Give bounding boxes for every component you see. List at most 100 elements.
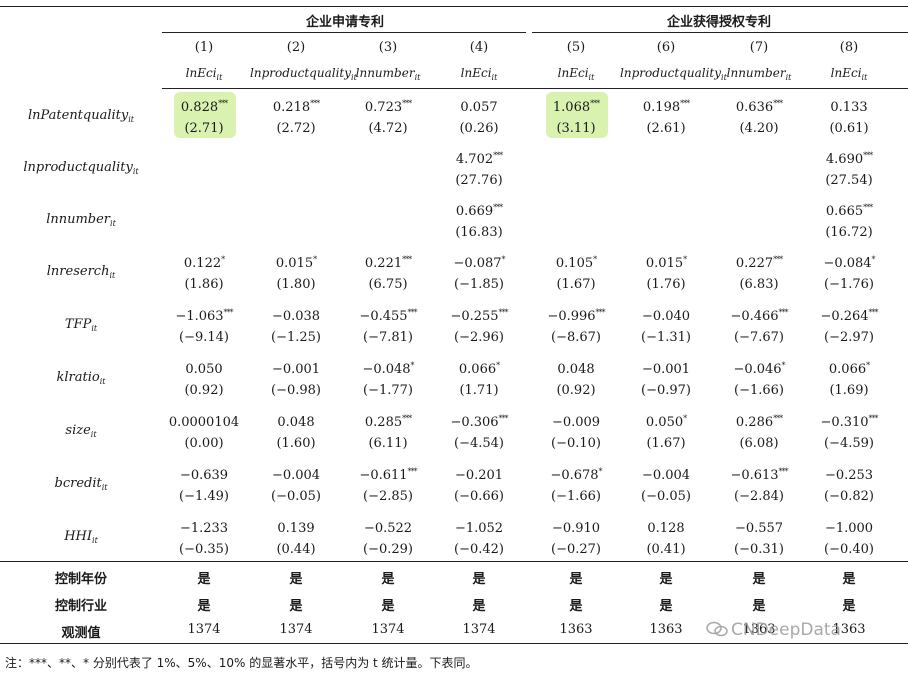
top-rule — [0, 6, 908, 7]
coefficient-value: −0.678 — [550, 468, 599, 483]
t-statistic-cell: (−0.05) — [641, 489, 691, 504]
coefficient-cell: −0.253 — [803, 464, 895, 484]
row-label-text: lnproductquality — [23, 160, 133, 175]
t-statistic-cell: (4.20) — [739, 121, 779, 136]
row-label: lnreserchit — [0, 264, 162, 284]
t-statistic-cell: (−0.35) — [179, 542, 229, 557]
significance-stars: *** — [595, 308, 606, 317]
footer-value: 是 — [289, 572, 303, 587]
t-statistic-cell: (6.75) — [368, 277, 408, 292]
coefficient-value: 0.198 — [642, 100, 681, 115]
significance-stars: *** — [868, 308, 879, 317]
watermark-text: CNDeepData — [731, 620, 841, 640]
coefficient-cell: 4.690*** — [803, 148, 895, 168]
dependent-variable-name: lnnumber — [355, 66, 415, 80]
body-rule — [0, 561, 908, 562]
coefficient-value: 0.665 — [825, 204, 864, 219]
dependent-variable-subscript: it — [861, 73, 868, 82]
watermark: CNDeepData — [706, 620, 841, 640]
coefficient-cell: −0.038 — [250, 305, 342, 325]
dependent-variable: lnnumberit — [342, 65, 434, 86]
coefficient-value: −0.201 — [454, 468, 504, 483]
significance-stars: *** — [407, 467, 418, 476]
row-label-text: lnnumber — [46, 212, 111, 227]
dependent-variable: lnEciit — [158, 65, 250, 86]
t-statistic-cell: (3.11) — [556, 121, 596, 136]
t-statistic-cell: (−1.66) — [734, 383, 784, 398]
dependent-variable: lnnumberit — [713, 65, 805, 86]
t-statistic-cell: (0.92) — [184, 383, 224, 398]
significance-stars: *** — [223, 308, 234, 317]
significance-stars: *** — [310, 99, 320, 108]
coefficient-value: −0.306 — [450, 415, 499, 430]
coefficient-cell: 0.636*** — [713, 96, 805, 116]
coefficient-value: 0.048 — [557, 362, 595, 377]
row-label-subscript: it — [110, 219, 116, 228]
coefficient-value: 0.285 — [364, 415, 403, 430]
row-label-subscript: it — [101, 483, 108, 492]
t-statistic-cell: (−1.85) — [454, 277, 504, 292]
footer-value: 是 — [752, 572, 766, 587]
footer-value: 是 — [842, 572, 856, 587]
t-statistic-cell: (−4.59) — [824, 436, 874, 451]
coefficient-cell: 0.133 — [803, 96, 895, 116]
t-statistic-cell: (−4.54) — [454, 436, 504, 451]
coefficient-value: 0.133 — [830, 100, 868, 115]
t-statistic-cell: (27.54) — [825, 173, 873, 188]
t-statistic-cell: (1.86) — [184, 277, 224, 292]
coefficient-value: 0.105 — [555, 256, 594, 271]
coefficient-value: 0.636 — [735, 100, 774, 115]
footer-value: 1363 — [742, 622, 776, 637]
t-statistic-cell: (2.61) — [646, 121, 686, 136]
coefficient-cell: −0.040 — [620, 305, 712, 325]
footer-value: 是 — [472, 599, 486, 614]
row-label-text: lnreserch — [46, 264, 110, 279]
coefficient-value: 0.286 — [735, 415, 774, 430]
column-number: (1) — [194, 40, 214, 55]
coefficient-cell: 0.128 — [620, 517, 712, 537]
t-statistic-cell: (−2.96) — [454, 330, 504, 345]
coefficient-cell: 0.218*** — [250, 96, 342, 116]
coefficient-value: 0.057 — [460, 100, 498, 115]
t-statistic-cell: (0.44) — [276, 542, 316, 557]
coefficient-value: −0.009 — [551, 415, 601, 430]
footer-value: 是 — [842, 599, 856, 614]
significance-stars: * — [593, 255, 597, 264]
coefficient-cell: 0.057 — [433, 96, 525, 116]
coefficient-value: −0.910 — [551, 521, 601, 536]
coefficient-cell: −1.000 — [803, 517, 895, 537]
significance-stars: * — [410, 361, 415, 370]
group-rule-right — [532, 32, 908, 33]
t-statistic-cell: (1.67) — [556, 277, 596, 292]
coefficient-value: −0.522 — [363, 521, 413, 536]
t-statistic-cell: (−0.29) — [363, 542, 413, 557]
t-statistic-cell: (−0.97) — [641, 383, 691, 398]
coefficient-value: −1.063 — [175, 309, 224, 324]
t-statistic-cell: (0.41) — [646, 542, 686, 557]
t-statistic-cell: (−1.66) — [551, 489, 601, 504]
coefficient-cell: −1.063*** — [158, 305, 250, 325]
significance-stars: *** — [402, 255, 412, 264]
t-statistic-cell: (−1.49) — [179, 489, 229, 504]
t-statistic-cell: (16.83) — [455, 225, 503, 240]
dependent-variable-subscript: it — [491, 73, 498, 82]
coefficient-value: 0.128 — [647, 521, 685, 536]
t-statistic-cell: (−0.10) — [551, 436, 601, 451]
coefficient-cell: 0.723*** — [342, 96, 434, 116]
coefficient-value: −1.052 — [454, 521, 504, 536]
coefficient-cell: 0.105* — [530, 252, 622, 272]
footer-value: 是 — [569, 572, 583, 587]
bottom-rule — [0, 643, 908, 644]
coefficient-cell: 0.227*** — [713, 252, 805, 272]
t-statistic-cell: (−0.05) — [271, 489, 321, 504]
coefficient-value: 0.122 — [183, 256, 222, 271]
coefficient-cell: −0.455*** — [342, 305, 434, 325]
t-statistic-cell: (−1.76) — [824, 277, 874, 292]
coefficient-value: −0.004 — [641, 468, 691, 483]
coefficient-value: 0.015 — [645, 256, 684, 271]
t-statistic-cell: (0.61) — [829, 121, 869, 136]
t-statistic-cell: (−7.67) — [734, 330, 784, 345]
footer-value: 1363 — [559, 622, 593, 637]
row-label: TFPit — [0, 317, 162, 337]
coefficient-cell: −0.522 — [342, 517, 434, 537]
